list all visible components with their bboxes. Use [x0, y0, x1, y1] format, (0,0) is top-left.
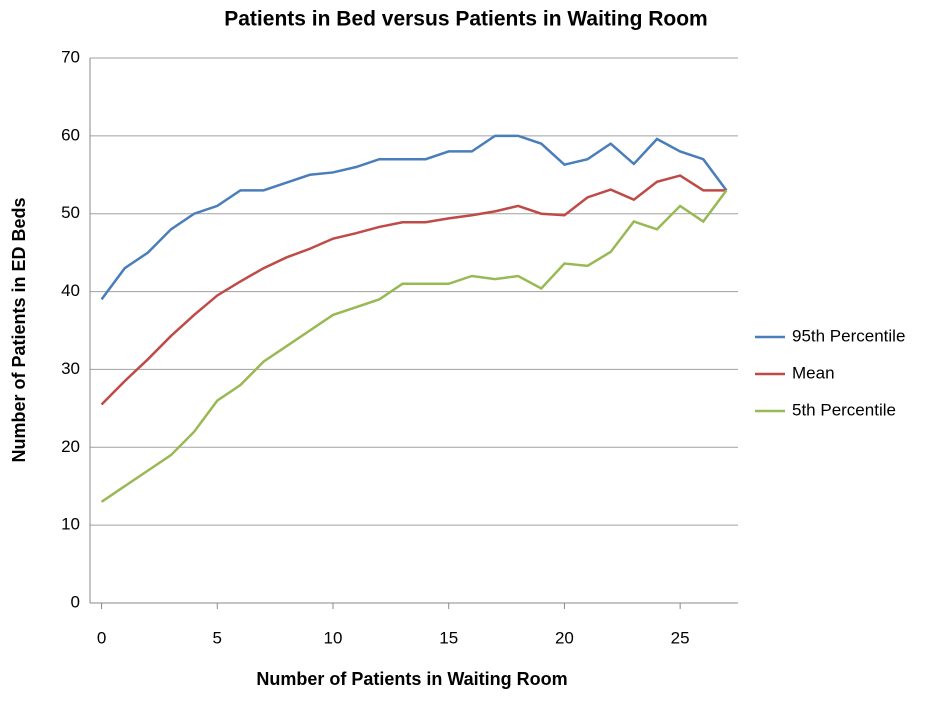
- line-series: [100, 189, 728, 503]
- y-tick-label: 10: [61, 515, 80, 534]
- y-tick-label: 30: [61, 359, 80, 378]
- x-tick-label: 25: [671, 628, 690, 647]
- y-tick-label: 70: [61, 47, 80, 66]
- x-tick-label: 20: [555, 628, 574, 647]
- x-tick-label: 0: [97, 628, 106, 647]
- legend-label: 5th Percentile: [792, 400, 896, 419]
- x-axis-title: Number of Patients in Waiting Room: [256, 669, 567, 689]
- y-tick-label: 20: [61, 437, 80, 456]
- legend-label: Mean: [792, 363, 835, 382]
- y-axis-title: Number of Patients in ED Beds: [9, 197, 29, 462]
- line-series: [100, 134, 728, 301]
- x-tick-label: 5: [213, 628, 222, 647]
- x-tick-label: 10: [324, 628, 343, 647]
- y-tick-label: 50: [61, 203, 80, 222]
- y-tick-label: 60: [61, 125, 80, 144]
- legend-label: 95th Percentile: [792, 326, 905, 345]
- chart-title: Patients in Bed versus Patients in Waiti…: [224, 8, 707, 31]
- y-tick-label: 0: [71, 592, 80, 611]
- line-series: [100, 174, 727, 406]
- y-tick-label: 40: [61, 281, 80, 300]
- x-tick-label: 15: [439, 628, 458, 647]
